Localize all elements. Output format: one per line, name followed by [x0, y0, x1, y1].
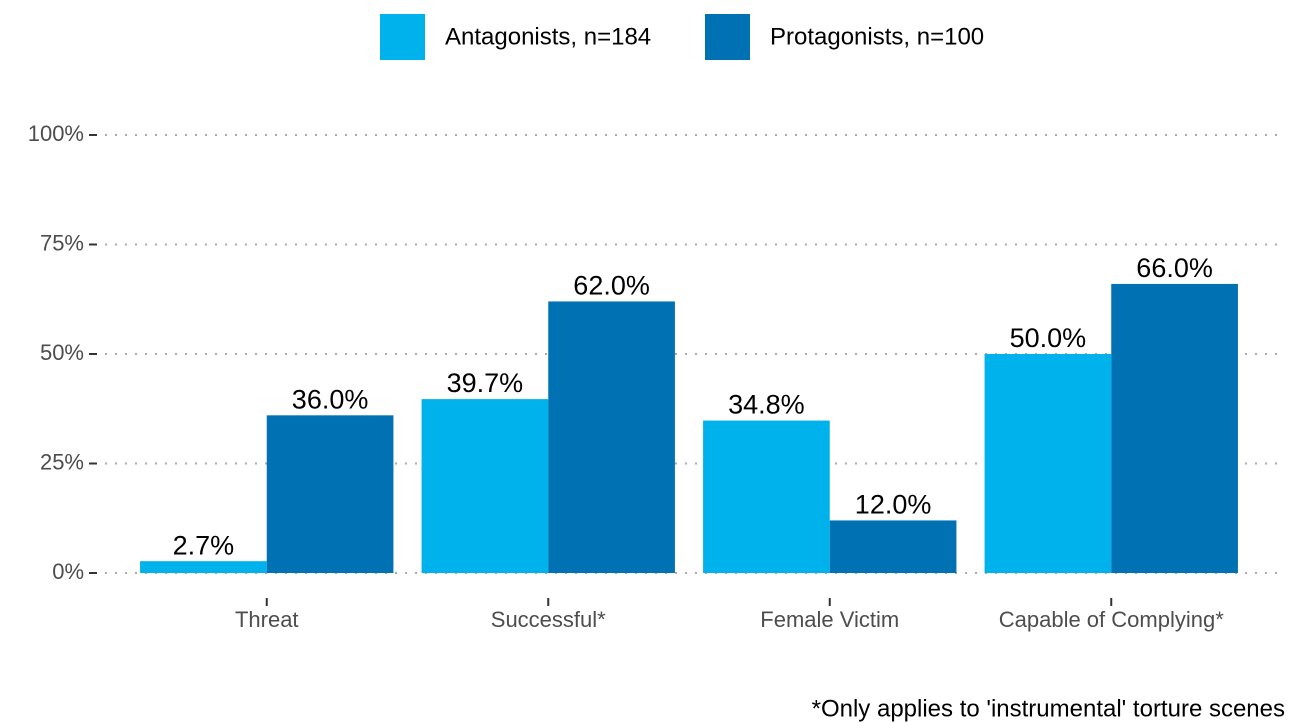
legend-label: Protagonists, n=100: [770, 23, 984, 50]
y-tick-label: 50%: [40, 340, 84, 365]
value-label: 12.0%: [855, 490, 932, 520]
bar: [140, 561, 267, 573]
y-tick-label: 25%: [40, 449, 84, 474]
x-tick-label: Female Victim: [760, 607, 899, 632]
legend-swatch: [380, 14, 425, 60]
bar: [266, 415, 394, 573]
value-label: 34.8%: [728, 390, 805, 420]
value-label: 39.7%: [447, 368, 524, 398]
bar: [1111, 283, 1238, 573]
x-tick-label: Threat: [235, 607, 299, 632]
bar: [548, 301, 675, 573]
value-label: 66.0%: [1136, 253, 1213, 283]
value-label: 36.0%: [292, 384, 369, 414]
caption: *Only applies to 'instrumental' torture …: [812, 695, 1285, 722]
x-tick-label: Successful*: [491, 607, 606, 632]
value-label: 50.0%: [1010, 323, 1087, 353]
bar: [421, 399, 549, 573]
legend-swatch: [705, 14, 750, 60]
value-label: 62.0%: [573, 271, 650, 301]
x-tick-label: Capable of Complying*: [999, 607, 1224, 632]
y-tick-label: 100%: [28, 121, 84, 146]
value-label: 2.7%: [173, 530, 235, 560]
y-tick-label: 0%: [52, 559, 84, 584]
y-tick-label: 75%: [40, 230, 84, 255]
bar: [703, 420, 830, 573]
legend-label: Antagonists, n=184: [445, 23, 651, 50]
bar: [984, 354, 1112, 573]
bar: [829, 520, 957, 573]
